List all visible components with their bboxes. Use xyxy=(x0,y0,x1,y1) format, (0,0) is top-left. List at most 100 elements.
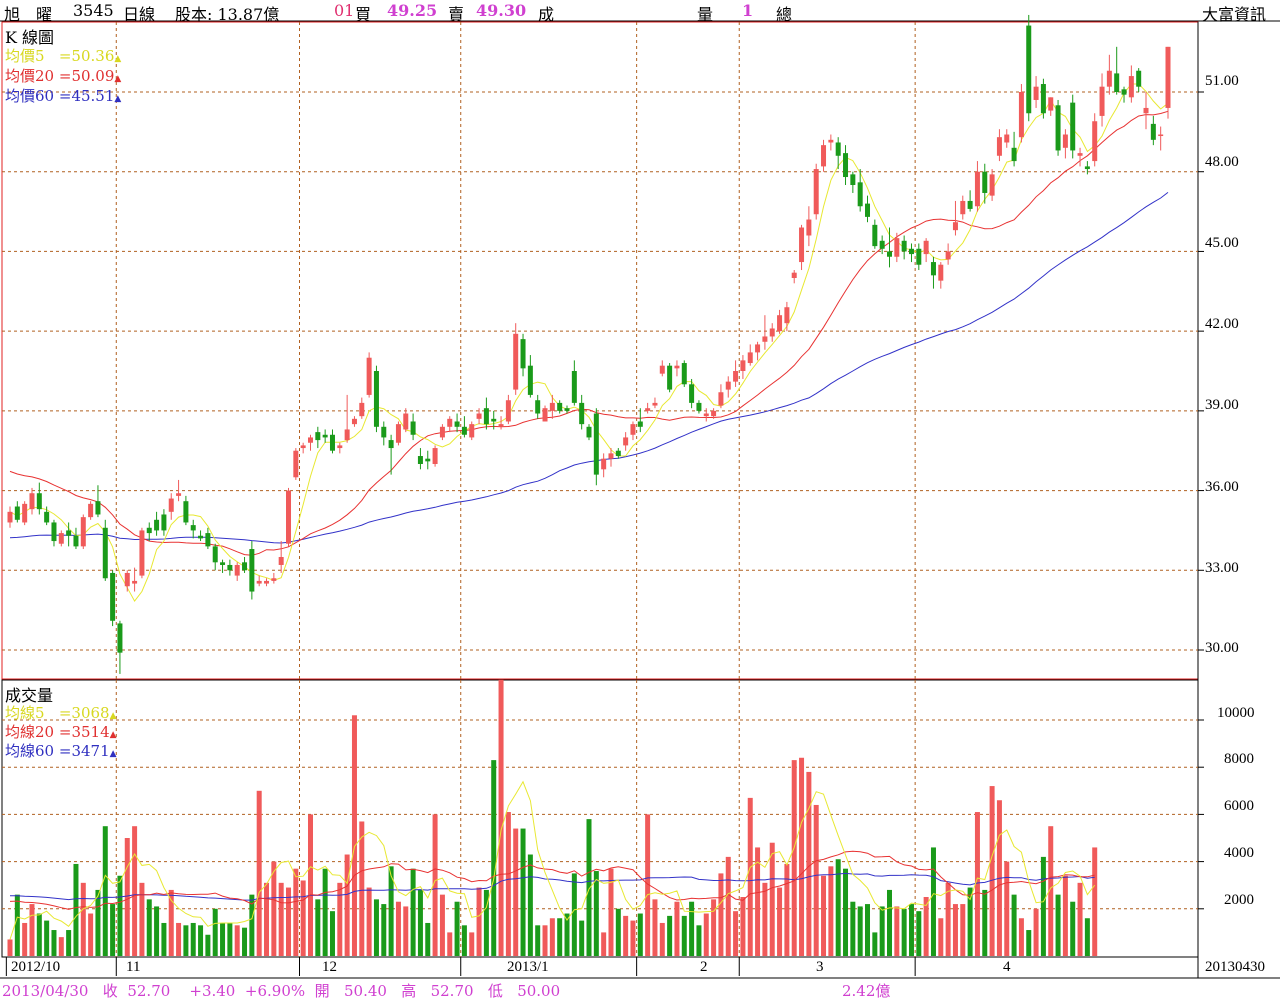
volume-bar xyxy=(1084,918,1090,956)
period-label[interactable]: 日線 xyxy=(123,5,156,24)
volume-bar xyxy=(36,913,42,956)
volume-bar xyxy=(395,901,401,956)
candle-body xyxy=(960,200,966,215)
volume-bar xyxy=(579,920,585,956)
volume-bar xyxy=(865,904,871,956)
candle-body xyxy=(124,572,130,587)
candle-body xyxy=(293,450,299,478)
volume-bar xyxy=(1026,930,1032,956)
candle-body xyxy=(117,623,123,653)
volume-bar xyxy=(403,906,409,956)
candle-body xyxy=(307,437,313,443)
candle-body xyxy=(865,203,871,217)
candle-body xyxy=(417,456,423,464)
volume-bar xyxy=(777,887,783,956)
candle-body xyxy=(300,445,306,449)
volume-bar xyxy=(945,882,951,956)
candle-body xyxy=(286,490,292,544)
candle-body xyxy=(1143,107,1149,114)
candle-body xyxy=(1165,46,1171,108)
candle-body xyxy=(36,493,42,510)
candle-body xyxy=(322,434,328,438)
candle-body xyxy=(894,238,900,257)
candle-body xyxy=(205,533,211,547)
volume-tick-label: 6000 xyxy=(1224,798,1254,814)
ask-price: 49.30 xyxy=(476,1,527,20)
volume-bar xyxy=(373,899,379,956)
volume-bar xyxy=(586,819,592,956)
ma20-line xyxy=(9,110,1169,556)
volume-bar xyxy=(249,894,255,956)
candle-body xyxy=(755,344,761,353)
bid-price: 49.25 xyxy=(387,1,438,20)
candle-body xyxy=(659,365,665,374)
volume-bar xyxy=(410,868,416,956)
vma5-line xyxy=(9,780,1096,940)
volume-bar xyxy=(14,894,20,956)
candle-body xyxy=(608,453,614,459)
price-tick-label: 42.00 xyxy=(1205,316,1239,332)
candle-body xyxy=(1062,134,1068,148)
candle-body xyxy=(703,413,709,417)
volume-bar xyxy=(205,934,211,956)
volume-bar xyxy=(132,826,138,956)
footer-date: 2013/04/30 xyxy=(2,982,89,1000)
candle-body xyxy=(351,418,357,425)
candle-body xyxy=(227,564,233,571)
volume-bar xyxy=(850,901,856,956)
volume-bar xyxy=(623,915,629,956)
volume-bar xyxy=(124,838,130,956)
volume-bar xyxy=(974,812,980,956)
volume-bar xyxy=(51,930,57,956)
volume-bar xyxy=(674,901,680,956)
candle-body xyxy=(461,426,467,435)
volume-bar xyxy=(505,812,511,956)
ma5-line xyxy=(9,83,1169,603)
volume-bar xyxy=(469,932,475,956)
price-tick-label: 45.00 xyxy=(1205,235,1239,251)
volume-bar xyxy=(762,882,768,956)
volume-bar xyxy=(447,932,453,956)
volume-bar xyxy=(799,757,805,956)
volume-bar xyxy=(645,814,651,956)
volume-bar xyxy=(843,868,849,956)
footer-quote: 2013/04/30 收 52.70 +3.40 +6.90% 開 50.40 … xyxy=(2,982,561,1000)
candle-body xyxy=(132,580,138,584)
volume-bar xyxy=(117,875,123,956)
candle-body xyxy=(51,522,57,542)
volume-bar xyxy=(835,859,841,956)
volume-bar xyxy=(483,889,489,956)
volume-bar xyxy=(718,873,724,956)
volume-bar xyxy=(908,904,914,956)
candle-body xyxy=(249,549,255,592)
x-tick-label: 12 xyxy=(322,959,337,975)
candle-body xyxy=(447,418,453,427)
candle-body xyxy=(645,408,651,411)
candle-body xyxy=(73,535,79,547)
candle-body xyxy=(66,530,72,536)
candle-body xyxy=(80,517,86,547)
volume-tick-label: 2000 xyxy=(1224,892,1254,908)
volume-bar xyxy=(300,880,306,956)
candle-body xyxy=(843,153,849,178)
candle-body xyxy=(557,402,563,411)
volume-bar xyxy=(513,828,519,956)
candle-body xyxy=(242,562,248,571)
candle-body xyxy=(1136,70,1142,87)
volume-bar xyxy=(520,828,526,956)
volume-bar xyxy=(894,906,900,956)
candle-body xyxy=(491,418,497,422)
volume-bar xyxy=(857,906,863,956)
volume-bar xyxy=(681,915,687,956)
volume-bar xyxy=(1055,894,1061,956)
volume-bar xyxy=(667,915,673,956)
volume-bar xyxy=(110,904,116,956)
footer-amount: 2.42億 xyxy=(842,982,891,1000)
price-tick-label: 36.00 xyxy=(1205,479,1239,495)
candle-body xyxy=(733,371,739,382)
vol-label: 量 xyxy=(697,5,714,24)
volume-bar xyxy=(498,679,504,956)
volume-bar xyxy=(630,920,636,956)
volume-bar xyxy=(278,882,284,956)
price-tick-label: 39.00 xyxy=(1205,397,1239,413)
